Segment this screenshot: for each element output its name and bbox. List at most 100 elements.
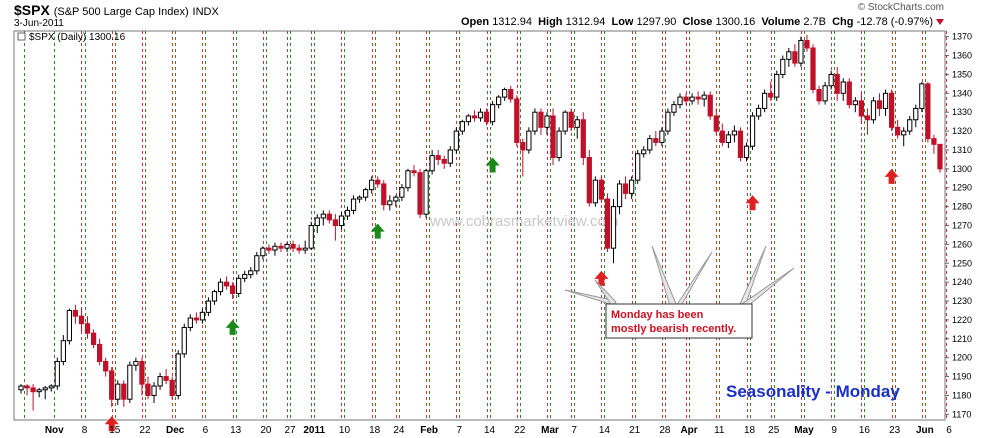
- candle-body: [749, 115, 756, 147]
- candle-body: [792, 51, 798, 64]
- annotation-box: [605, 303, 753, 339]
- candle-body: [629, 179, 635, 194]
- candle-body: [24, 385, 30, 389]
- y-tick-label: 1270: [952, 221, 972, 231]
- candle-body: [308, 225, 314, 249]
- callout-pointers: [564, 245, 795, 307]
- x-tick-label: May: [794, 425, 814, 436]
- candle-body: [230, 285, 236, 294]
- candle-body: [157, 376, 163, 387]
- y-tick-label: 1260: [952, 239, 972, 249]
- y-tick-label: 1360: [952, 51, 972, 61]
- candle-body: [453, 130, 459, 151]
- candle-body: [755, 107, 762, 117]
- y-tick-label: 1230: [952, 296, 972, 306]
- candle-body: [151, 385, 157, 396]
- x-tick-label: 24: [393, 425, 405, 436]
- candle-body: [48, 385, 54, 389]
- candle-body: [774, 73, 780, 98]
- y-tick-label: 1350: [952, 69, 972, 79]
- red-up-arrow-icon: [884, 168, 899, 184]
- candle-body: [876, 100, 883, 109]
- x-tick-label: 20: [260, 425, 272, 436]
- x-tick-label: 15: [109, 425, 121, 436]
- candle-body: [72, 309, 79, 317]
- watermark-text: www.cobrasmarketview.com: [429, 213, 618, 230]
- annotation-text-line: mostly bearish recently.: [611, 323, 736, 335]
- candle-body: [816, 89, 822, 102]
- candle-body: [780, 58, 786, 75]
- candle-body: [332, 219, 339, 226]
- x-tick-label: 28: [659, 425, 671, 436]
- candle-body: [653, 138, 659, 143]
- candle-body: [768, 92, 774, 98]
- candle-body: [870, 100, 877, 121]
- index-name: (S&P 500 Large Cap Index): [53, 6, 189, 18]
- candle-body: [236, 277, 242, 294]
- candle-body: [266, 247, 272, 251]
- candle-body: [465, 115, 472, 123]
- ticker-symbol: $SPX (S&P 500 Large Cap Index) INDX: [14, 2, 219, 18]
- x-tick-label: 27: [284, 425, 296, 436]
- candle-body: [616, 183, 623, 208]
- candle-body: [344, 209, 351, 217]
- candle-body: [175, 353, 181, 396]
- candle-body: [296, 247, 302, 251]
- x-tick-label: 6: [946, 425, 952, 436]
- x-tick-label: 18: [744, 425, 756, 436]
- candle-body: [121, 383, 127, 400]
- x-tick-label: 18: [369, 425, 381, 436]
- y-tick-label: 1210: [952, 334, 972, 344]
- candle-body: [508, 89, 514, 100]
- candle-body: [907, 119, 913, 132]
- red-up-arrow-icon: [594, 270, 609, 286]
- candle-body: [205, 300, 212, 313]
- candle-body: [834, 73, 840, 94]
- candle-body: [725, 134, 731, 143]
- y-tick-label: 1180: [952, 390, 971, 400]
- candle-body: [350, 198, 357, 211]
- candle-body: [586, 157, 592, 204]
- candle-body: [417, 172, 423, 215]
- candle-body: [145, 383, 151, 396]
- candle-body: [471, 115, 478, 119]
- close-value: 1300.16: [715, 16, 756, 28]
- candle-body: [84, 323, 91, 334]
- candle-body: [895, 126, 901, 136]
- y-tick-label: 1220: [952, 315, 972, 325]
- candle-body: [139, 360, 145, 385]
- y-tick-label: 1170: [952, 409, 971, 419]
- candle-body: [846, 81, 852, 106]
- candle-body: [514, 98, 520, 143]
- candle-body: [363, 189, 369, 198]
- candle-body: [635, 153, 641, 181]
- candle-body: [399, 187, 405, 198]
- candle-body: [659, 130, 665, 143]
- chart-header: $SPX (S&P 500 Large Cap Index) INDX 3-Ju…: [0, 0, 990, 30]
- candle-body: [393, 196, 399, 202]
- x-tick-label: 13: [230, 425, 242, 436]
- candle-body: [133, 360, 139, 366]
- candle-body: [580, 119, 586, 159]
- candle-body: [683, 96, 689, 102]
- candle-body: [888, 92, 895, 128]
- exchange-label: INDX: [192, 6, 219, 18]
- candle-body: [919, 83, 925, 109]
- x-tick-label: 21: [629, 425, 641, 436]
- candle-body: [320, 213, 326, 219]
- candle-body: [882, 92, 889, 109]
- candle-body: [707, 94, 713, 117]
- x-tick-label: Dec: [166, 425, 185, 436]
- high-value: 1312.94: [565, 16, 606, 28]
- candle-body: [115, 383, 121, 400]
- red-up-arrow-icon: [104, 416, 119, 432]
- candle-body: [193, 317, 199, 321]
- candle-body: [211, 291, 218, 302]
- candle-body: [550, 115, 556, 159]
- candle-body: [369, 179, 375, 191]
- green-up-arrow-icon: [485, 157, 500, 173]
- x-tick-label: Feb: [420, 425, 438, 436]
- candle-body: [30, 387, 36, 393]
- open-value: 1312.94: [492, 16, 532, 28]
- candle-body: [502, 89, 508, 98]
